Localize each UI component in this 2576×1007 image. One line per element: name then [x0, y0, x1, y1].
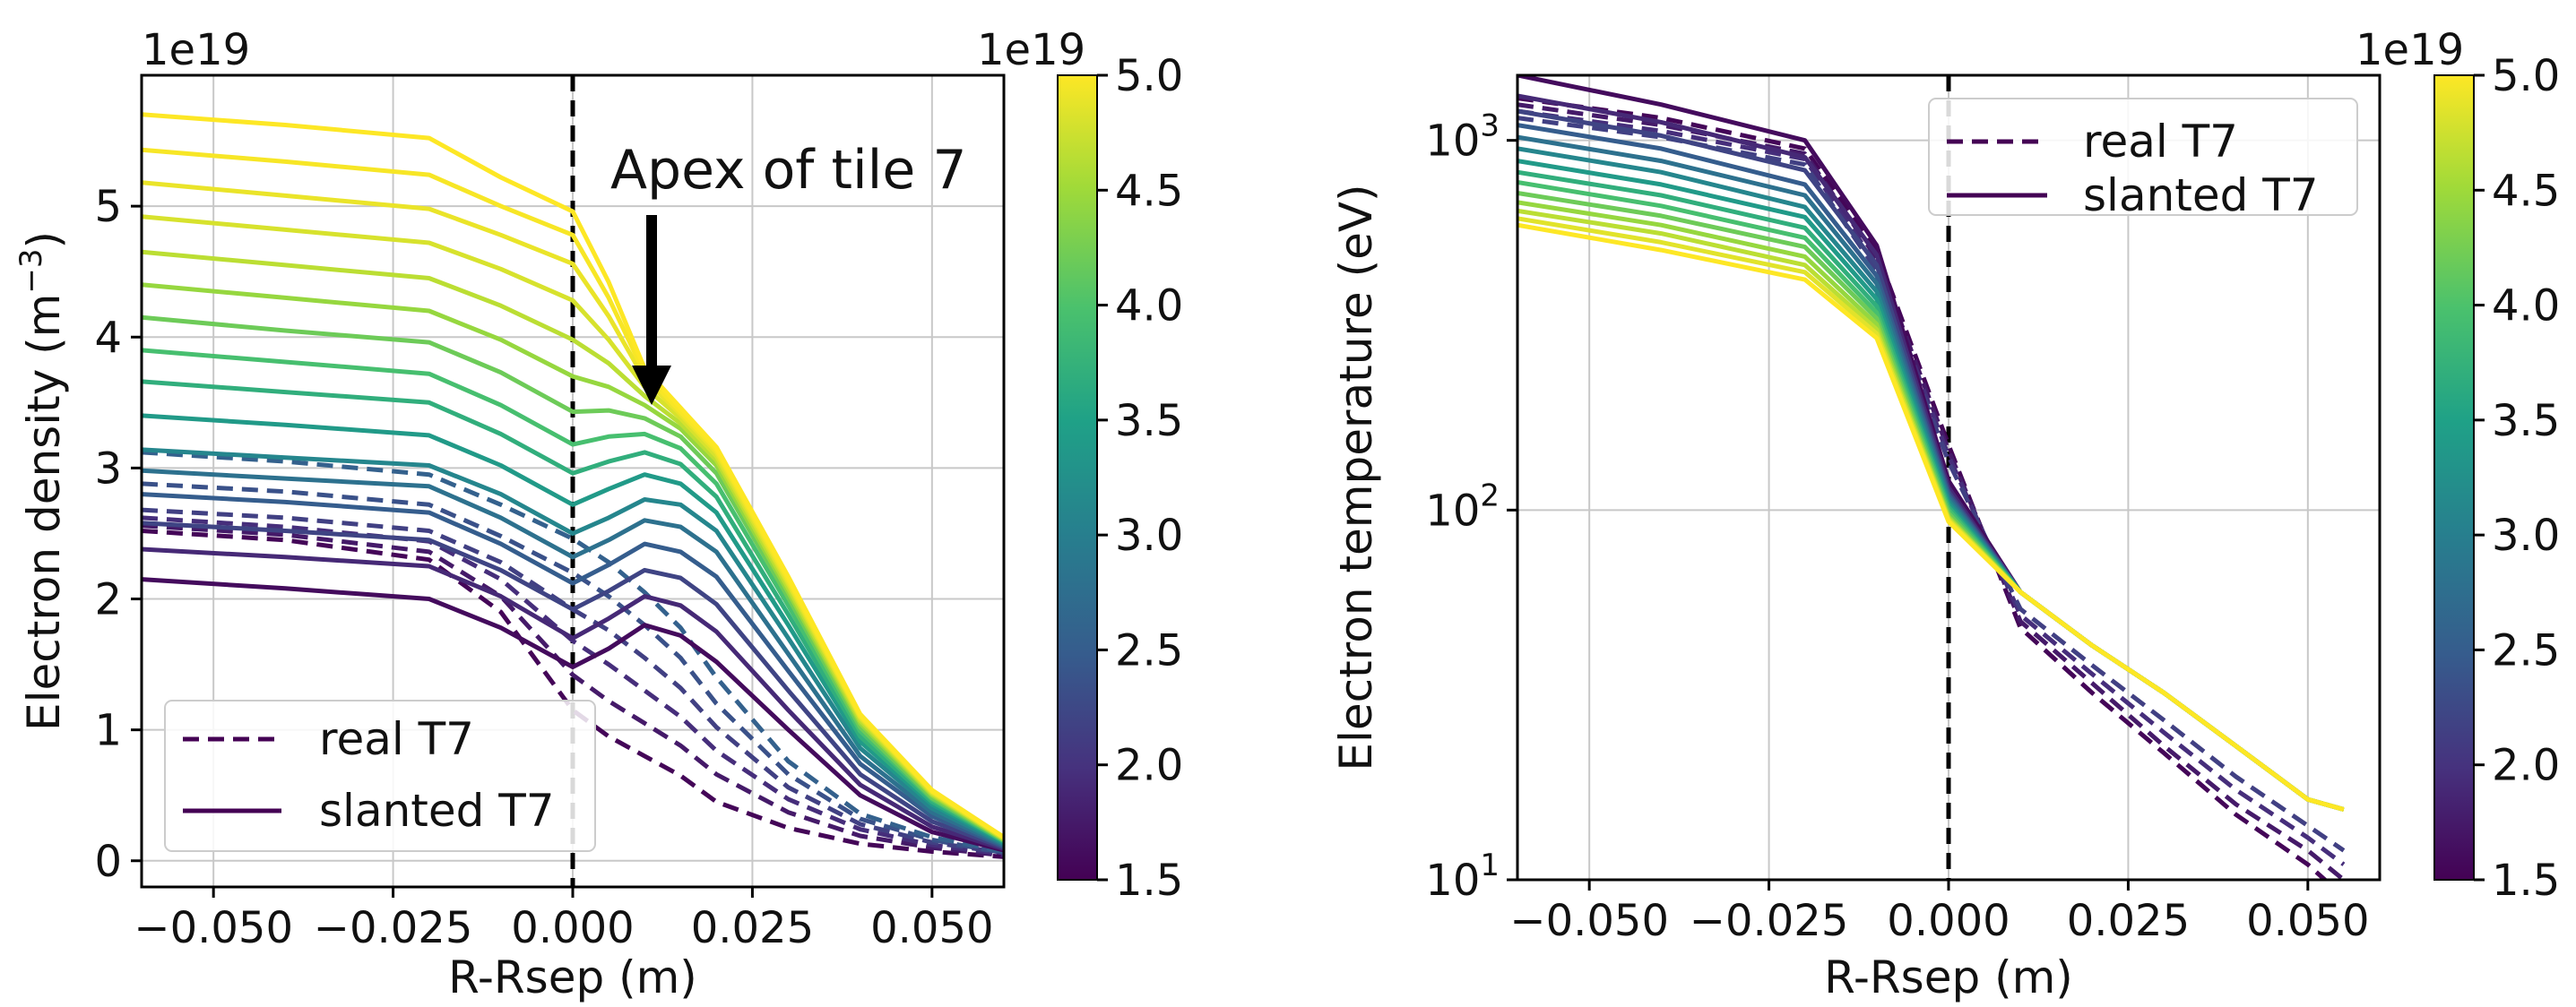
temperature-colorbar-gradient — [2433, 74, 2475, 881]
temperature-legend: real T7 slanted T7 — [1928, 98, 2358, 221]
density-colorbar: 1e19 1.5 2.0 2.5 3.0 3.5 4.0 4.5 5.0 — [977, 25, 1183, 906]
density-ylabel: Electron density (m−3) — [13, 231, 70, 731]
temperature-solid-series-line — [1517, 180, 2345, 812]
temperature-xlabel: R-Rsep (m) — [1824, 951, 2073, 1003]
density-colorbar-tick-label: 1.5 — [1115, 856, 1183, 906]
density-offset-text: 1e19 — [142, 25, 250, 75]
temperature-xtick-label: 0.025 — [2067, 896, 2190, 946]
density-ytick-label: 1 — [94, 706, 122, 756]
temperature-colorbar-offset-text: 1e19 — [2356, 25, 2464, 75]
density-legend-slanted-label: slanted T7 — [319, 785, 555, 837]
density-ytick-label: 4 — [94, 313, 122, 363]
temperature-colorbar-tick-label: 1.5 — [2492, 856, 2560, 906]
density-xtick-label: 0.000 — [511, 903, 634, 953]
temperature-dashed-series-line — [1517, 96, 2329, 880]
density-colorbar-tick-label: 2.5 — [1115, 625, 1183, 676]
temperature-colorbar-tick-label: 2.5 — [2492, 625, 2560, 676]
density-colorbar-tick-label: 4.5 — [1115, 166, 1183, 216]
temperature-xtick-label: 0.050 — [2246, 896, 2369, 946]
temperature-legend-slanted-label: slanted T7 — [2083, 169, 2319, 221]
density-colorbar-tick-label: 5.0 — [1115, 51, 1183, 101]
temperature-legend-box — [1928, 98, 2358, 216]
density-colorbar-tick-label: 3.0 — [1115, 511, 1183, 561]
temperature-colorbar-tick-label: 4.5 — [2492, 166, 2560, 216]
density-solid-series-line — [142, 447, 1004, 847]
temperature-ytick-label: 102 — [1425, 478, 1500, 536]
temperature-solid-series-line — [1517, 191, 2345, 812]
temperature-xtick-label: −0.025 — [1690, 896, 1849, 946]
density-xlabel: R-Rsep (m) — [448, 951, 697, 1003]
density-solid-series-line — [142, 492, 1004, 849]
temperature-colorbar-tick-label: 3.0 — [2492, 511, 2560, 561]
temperature-colorbar-tick-label: 5.0 — [2492, 51, 2560, 101]
temperature-xtick-label: −0.050 — [1509, 896, 1669, 946]
temperature-solid-series-line — [1517, 216, 2345, 812]
density-solid-series-line — [142, 379, 1004, 844]
temperature-x-ticks: −0.050 −0.025 0.000 0.025 0.050 — [1509, 880, 2370, 946]
density-colorbar-tick-label: 3.5 — [1115, 396, 1183, 446]
density-legend-real-label: real T7 — [319, 713, 474, 765]
apex-annotation: Apex of tile 7 — [610, 139, 967, 405]
density-dashed-series-line — [142, 529, 1004, 859]
temperature-dashed-series-line — [1517, 102, 2346, 880]
density-ytick-label: 5 — [94, 182, 122, 232]
density-solid-series-line — [142, 314, 1004, 842]
density-xtick-label: 0.050 — [870, 903, 993, 953]
density-ytick-label: 2 — [94, 575, 122, 625]
density-colorbar-tick-label: 2.0 — [1115, 741, 1183, 791]
density-dashed-series-line — [142, 507, 1004, 856]
density-xtick-label: 0.025 — [691, 903, 814, 953]
density-colorbar-gradient — [1057, 74, 1098, 881]
temperature-ytick-label: 103 — [1425, 108, 1500, 167]
density-solid-series-line — [142, 577, 1004, 853]
temperature-colorbar-ticks: 1.5 2.0 2.5 3.0 3.5 4.0 4.5 5.0 — [2474, 51, 2560, 906]
temperature-legend-real-label: real T7 — [2083, 116, 2238, 168]
density-series-lines — [142, 112, 1004, 859]
temperature-colorbar-tick-label: 3.5 — [2492, 396, 2560, 446]
temperature-solid-series-line — [1517, 169, 2345, 812]
apex-annotation-arrow-head — [632, 366, 671, 405]
temperature-solid-series-line — [1517, 159, 2345, 812]
temperature-colorbar-tick-label: 4.0 — [2492, 281, 2560, 331]
temperature-series-lines — [1517, 75, 2346, 880]
density-colorbar-tick-label: 4.0 — [1115, 281, 1183, 331]
density-colorbar-ticks: 1.5 2.0 2.5 3.0 3.5 4.0 4.5 5.0 — [1097, 51, 1183, 906]
temperature-panel: −0.050 −0.025 0.000 0.025 0.050 101 102 103 R-… — [1330, 25, 2560, 1003]
density-xtick-label: −0.025 — [314, 903, 473, 953]
density-legend: real T7 slanted T7 — [164, 700, 596, 852]
density-solid-series-line — [142, 348, 1004, 844]
density-ytick-label: 0 — [94, 837, 122, 887]
temperature-dashed-series-line — [1517, 116, 2346, 853]
temperature-y-ticks: 101 102 103 — [1425, 108, 1517, 906]
density-solid-series-line — [142, 468, 1004, 848]
temperature-ylabel: Electron temperature (eV) — [1330, 184, 1382, 770]
density-dashed-series-line — [142, 523, 1004, 858]
temperature-solid-series-line — [1517, 200, 2345, 812]
density-dashed-series-line — [142, 450, 1004, 854]
temperature-colorbar: 1e19 1.5 2.0 2.5 3.0 3.5 4.0 4.5 5.0 — [2356, 25, 2560, 906]
density-solid-series-line — [142, 547, 1004, 851]
temperature-xtick-label: 0.000 — [1887, 896, 2010, 946]
density-xtick-label: −0.050 — [134, 903, 293, 953]
density-ytick-label: 3 — [94, 443, 122, 494]
density-panel: −0.050 −0.025 0.000 0.025 0.050 0 1 2 3 4 5 1e19 … — [13, 25, 1183, 1003]
temperature-dashed-series-line — [1517, 108, 2346, 866]
temperature-solid-series-line — [1517, 222, 2345, 812]
density-colorbar-offset-text: 1e19 — [977, 25, 1085, 75]
density-solid-series-line — [142, 521, 1004, 850]
temperature-ytick-label: 101 — [1425, 848, 1500, 906]
density-solid-series-line — [142, 413, 1004, 845]
apex-annotation-text: Apex of tile 7 — [610, 139, 967, 202]
density-x-ticks: −0.050 −0.025 0.000 0.025 0.050 — [134, 887, 994, 953]
density-y-ticks: 0 1 2 3 4 5 — [94, 182, 142, 887]
temperature-colorbar-tick-label: 2.0 — [2492, 741, 2560, 791]
